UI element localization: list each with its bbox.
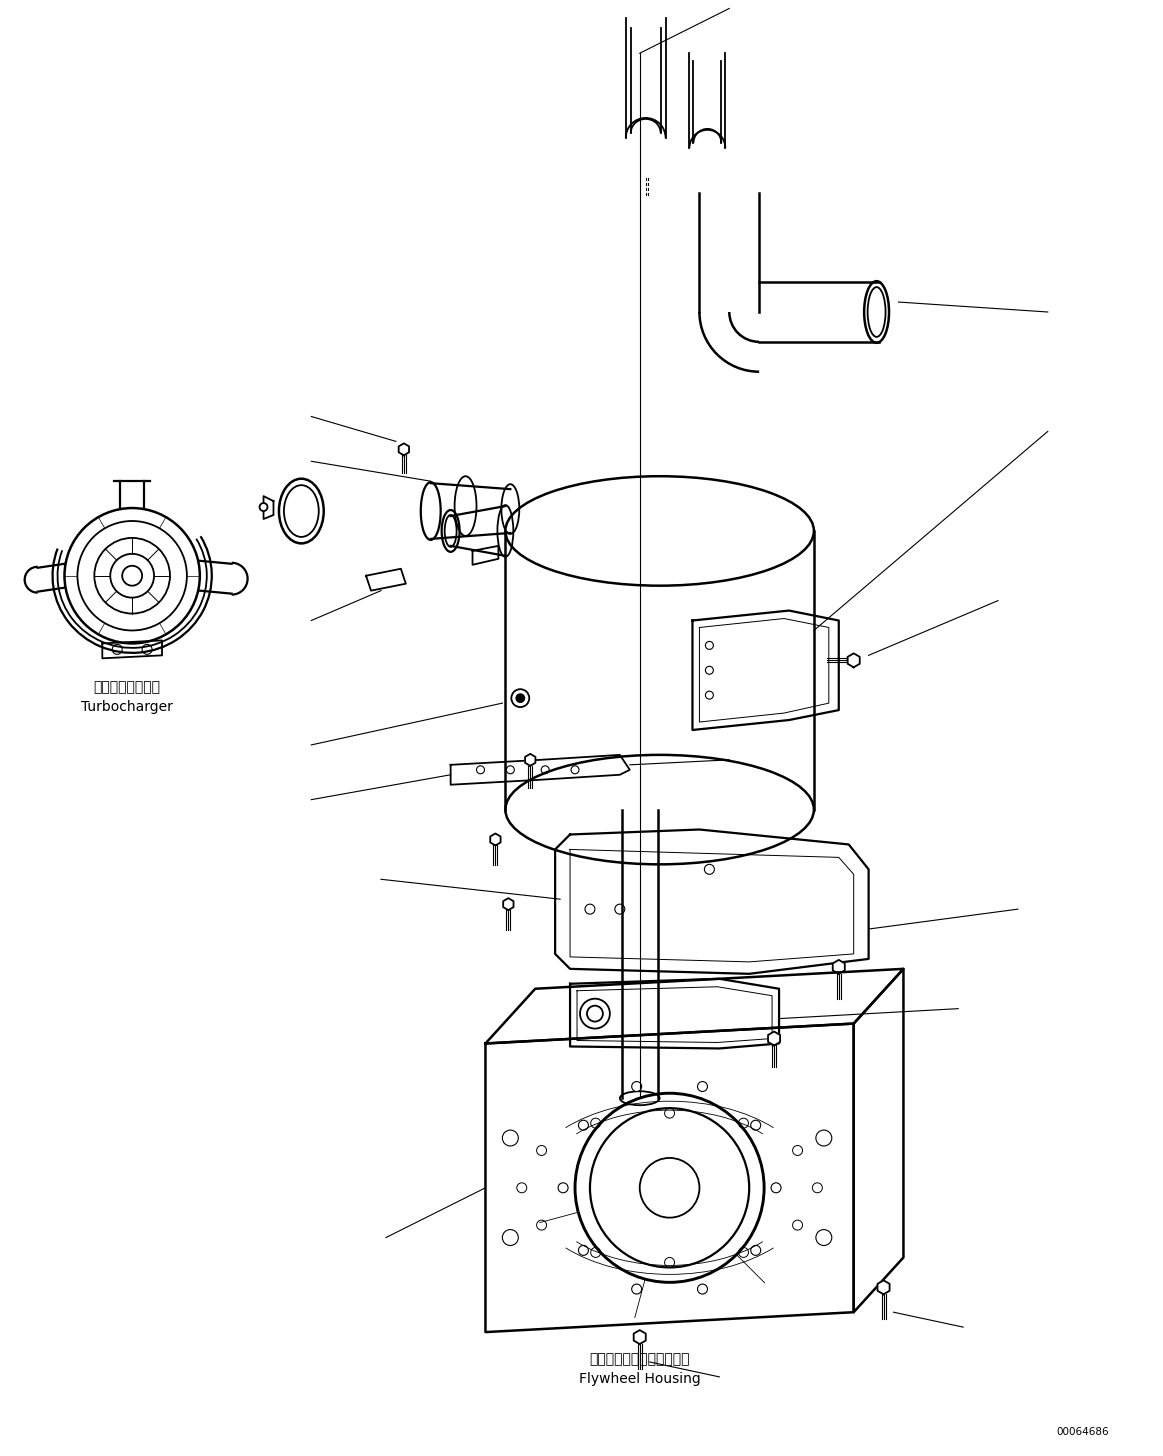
Polygon shape	[768, 1031, 780, 1045]
Circle shape	[751, 1245, 761, 1255]
Polygon shape	[399, 444, 409, 456]
Text: Turbocharger: Turbocharger	[81, 700, 173, 713]
Circle shape	[698, 1082, 707, 1092]
Polygon shape	[525, 754, 535, 766]
Circle shape	[632, 1082, 642, 1092]
Circle shape	[516, 695, 525, 702]
Polygon shape	[491, 833, 500, 846]
Circle shape	[578, 1120, 588, 1130]
Text: ターボチャージャ: ターボチャージャ	[94, 680, 160, 695]
Polygon shape	[833, 960, 844, 974]
Text: Flywheel Housing: Flywheel Housing	[579, 1372, 700, 1386]
Circle shape	[632, 1284, 642, 1294]
Polygon shape	[878, 1280, 890, 1294]
Text: 00064686: 00064686	[1056, 1427, 1108, 1437]
Circle shape	[558, 1182, 568, 1192]
Polygon shape	[504, 898, 514, 910]
Circle shape	[751, 1120, 761, 1130]
Circle shape	[512, 689, 529, 708]
Polygon shape	[634, 1331, 645, 1344]
Circle shape	[578, 1245, 588, 1255]
Circle shape	[771, 1182, 782, 1192]
Circle shape	[259, 504, 267, 511]
Circle shape	[698, 1284, 707, 1294]
Polygon shape	[848, 654, 859, 667]
Text: フライホイールハウジング: フライホイールハウジング	[590, 1353, 690, 1366]
